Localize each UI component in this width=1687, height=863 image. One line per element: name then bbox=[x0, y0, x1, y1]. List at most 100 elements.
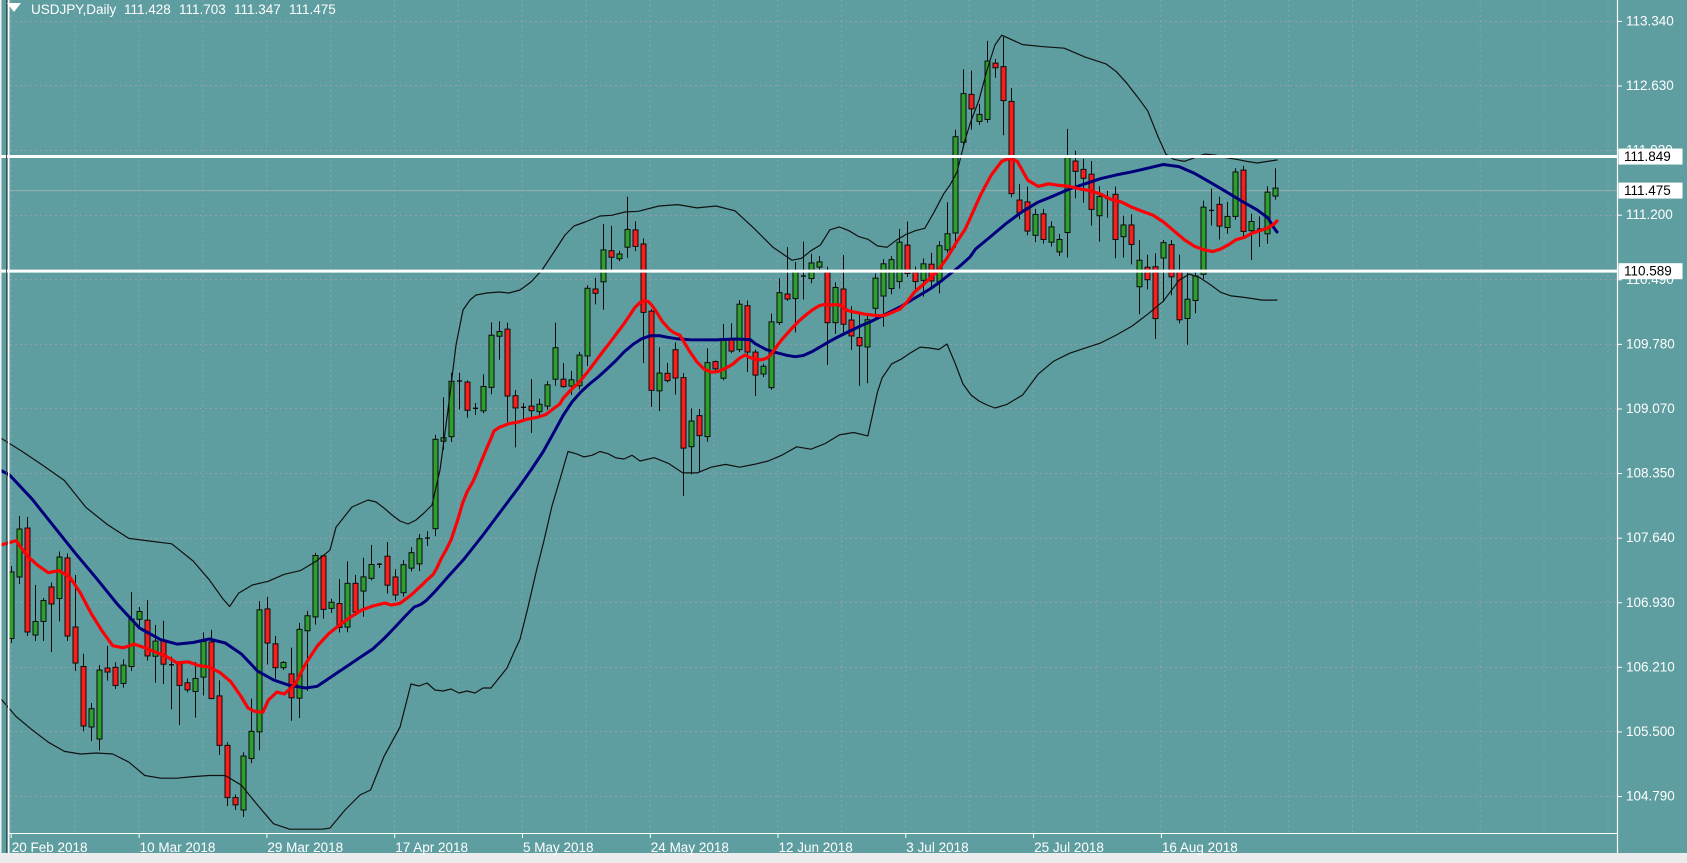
candle-bear bbox=[744, 305, 751, 353]
symbol-dropdown-icon[interactable] bbox=[7, 3, 21, 12]
candle-bear bbox=[72, 626, 79, 664]
candle-bull bbox=[32, 620, 39, 636]
candle-bull bbox=[720, 338, 727, 379]
candle-bull bbox=[1184, 298, 1191, 319]
candle-bear bbox=[504, 328, 511, 397]
candle-bull bbox=[584, 287, 591, 357]
time-label: 3 Jul 2018 bbox=[906, 840, 968, 855]
price-level-badge: 111.475 bbox=[1618, 182, 1683, 199]
candle-bear bbox=[1216, 203, 1223, 227]
candle-bear bbox=[1080, 168, 1087, 179]
candle-bull bbox=[1160, 242, 1167, 259]
candle-bull bbox=[280, 661, 287, 669]
candle-bear bbox=[824, 271, 831, 324]
time-label: 24 May 2018 bbox=[651, 840, 729, 855]
candle-bear bbox=[904, 244, 911, 274]
candle-bear bbox=[1144, 266, 1151, 281]
candle-bear bbox=[320, 555, 327, 610]
candle-bull bbox=[552, 347, 559, 380]
price-level-badge-text: 111.849 bbox=[1624, 149, 1671, 164]
candle-bull bbox=[192, 678, 199, 693]
candle-bear bbox=[680, 377, 687, 449]
candle-bull bbox=[704, 362, 711, 438]
candle-bull bbox=[1136, 259, 1143, 288]
candle-bear bbox=[696, 415, 703, 437]
quote-close: 111.475 bbox=[289, 2, 336, 17]
candle-bull bbox=[984, 60, 991, 120]
candle-bear bbox=[560, 378, 567, 388]
bollinger-lower-band bbox=[0, 273, 1278, 830]
candle-bull bbox=[496, 331, 503, 337]
time-label: 12 Jun 2018 bbox=[779, 840, 853, 855]
price-level-badge: 111.849 bbox=[1618, 148, 1683, 165]
time-label: 17 Apr 2018 bbox=[395, 840, 468, 855]
candle-bull bbox=[864, 319, 871, 348]
price-level-badge-box bbox=[1618, 182, 1683, 199]
candle-bull bbox=[296, 628, 303, 699]
price-level-badge-text: 110.589 bbox=[1624, 264, 1672, 279]
candle-bear bbox=[104, 667, 111, 673]
candle-bull bbox=[136, 611, 143, 620]
candle-bear bbox=[1168, 244, 1175, 278]
candle-bull bbox=[304, 615, 311, 632]
time-label: 10 Mar 2018 bbox=[140, 840, 216, 855]
candle-bull bbox=[248, 730, 255, 760]
candle-bull bbox=[616, 253, 623, 260]
candle-bull bbox=[568, 379, 575, 387]
time-label: 20 Feb 2018 bbox=[12, 840, 88, 855]
price-level-badge-box bbox=[1618, 148, 1683, 165]
candle-bear bbox=[1072, 160, 1079, 172]
candle-bull bbox=[624, 228, 631, 248]
candle-bull bbox=[1232, 171, 1239, 217]
candle-bull bbox=[1264, 191, 1271, 235]
candle-bull bbox=[944, 233, 951, 251]
candle-bull bbox=[408, 552, 415, 569]
price-level-badge-text: 111.475 bbox=[1624, 183, 1671, 198]
candle-bear bbox=[784, 293, 791, 300]
price-axis[interactable]: 113.340112.630111.920111.200110.490109.7… bbox=[1617, 13, 1683, 804]
candle-bear bbox=[1008, 100, 1015, 195]
candle-bull bbox=[736, 303, 743, 351]
candle-bear bbox=[464, 381, 471, 411]
candle-bear bbox=[912, 271, 919, 283]
candle-bull bbox=[880, 263, 887, 297]
candles bbox=[8, 36, 1279, 817]
candle-bull bbox=[312, 554, 319, 618]
candle-bear bbox=[640, 243, 647, 313]
candle-bear bbox=[216, 695, 223, 746]
candle-bear bbox=[664, 372, 671, 382]
candle-bull bbox=[200, 641, 207, 678]
candle-bear bbox=[512, 395, 519, 409]
candle-bull bbox=[328, 601, 335, 609]
moving-average-fast bbox=[0, 156, 1279, 714]
candle-bull bbox=[776, 292, 783, 323]
candle-bear bbox=[112, 666, 119, 686]
quote-high: 111.703 bbox=[179, 2, 226, 17]
price-label: 111.200 bbox=[1626, 207, 1673, 222]
candle-bear bbox=[24, 527, 31, 633]
candle-bull bbox=[120, 664, 127, 684]
candle-bull bbox=[368, 564, 375, 579]
candle-bear bbox=[1000, 66, 1007, 102]
candle-bull bbox=[1272, 187, 1279, 197]
candle-bull bbox=[400, 564, 407, 594]
candle-bull bbox=[40, 600, 47, 622]
candle-bear bbox=[48, 586, 55, 605]
candle-bear bbox=[608, 250, 615, 258]
candle-bear bbox=[752, 351, 759, 376]
time-axis[interactable]: 20 Feb 2018 10 Mar 2018 29 Mar 2018 17 Apr … bbox=[10, 833, 1238, 855]
candle-bull bbox=[760, 365, 767, 375]
candle-bull bbox=[416, 538, 423, 565]
candle-bull bbox=[952, 136, 959, 234]
candle-bull bbox=[576, 354, 583, 387]
candle-bear bbox=[992, 62, 999, 69]
candle-bear bbox=[592, 288, 599, 294]
grid bbox=[10, 0, 1617, 833]
candle-bull bbox=[432, 438, 439, 530]
candle-bear bbox=[392, 576, 399, 596]
candle-bear bbox=[336, 603, 343, 628]
candle-bull bbox=[536, 403, 543, 413]
